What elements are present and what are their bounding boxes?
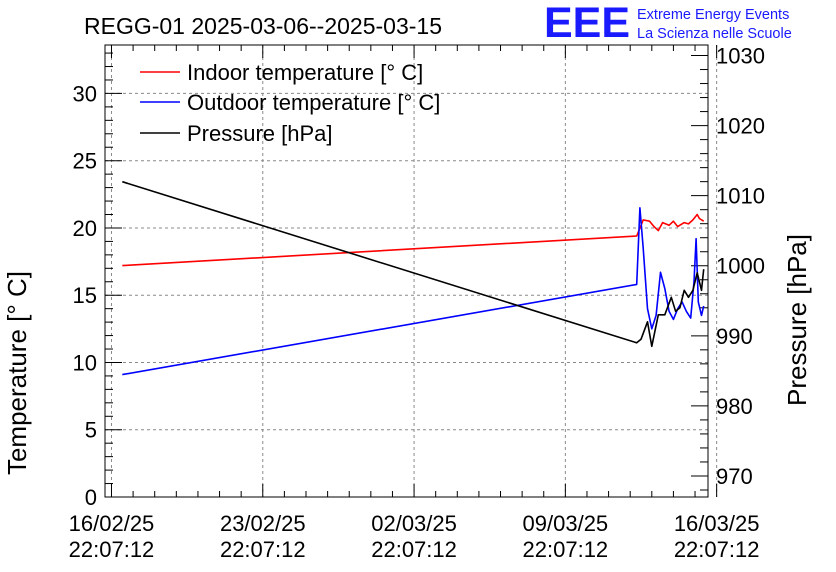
y-right-tick-label: 970	[716, 464, 753, 489]
y-right-tick-label: 980	[716, 394, 753, 419]
x-tick-label-time: 22:07:12	[523, 537, 609, 562]
y-right-tick-label: 1020	[716, 114, 765, 139]
axis-ticks: 16/02/2522:07:1223/02/2522:07:1202/03/25…	[69, 44, 765, 562]
y-right-tick-label: 1010	[716, 184, 765, 209]
outdoor-temperature-line	[122, 207, 705, 376]
x-tick-label-date: 16/03/25	[674, 511, 760, 536]
legend-label-indoor: Indoor temperature [° C]	[187, 60, 423, 85]
y-left-tick-label: 30	[73, 81, 97, 106]
legend-label-pressure: Pressure [hPa]	[187, 121, 333, 146]
legend-label-outdoor: Outdoor temperature [° C]	[187, 90, 440, 115]
eee-logo: EEE Extreme Energy Events La Scienza nel…	[544, 0, 792, 47]
series-layer	[122, 180, 705, 376]
x-tick-label-date: 02/03/25	[371, 511, 457, 536]
x-tick-label-time: 22:07:12	[674, 537, 760, 562]
grid	[105, 45, 718, 497]
y-axis-right-label: Pressure [hPa]	[782, 234, 812, 406]
legend: Indoor temperature [° C] Outdoor tempera…	[140, 60, 440, 146]
y-axis-left-label: Temperature [° C]	[2, 271, 32, 475]
eee-logo-line-1: Extreme Energy Events	[637, 7, 789, 23]
y-left-tick-label: 5	[85, 418, 97, 443]
x-tick-label-date: 16/02/25	[69, 511, 155, 536]
indoor-temperature-line	[122, 213, 705, 267]
y-right-tick-label: 1000	[716, 254, 765, 279]
y-left-tick-label: 20	[73, 216, 97, 241]
y-left-tick-label: 15	[73, 283, 97, 308]
y-right-tick-label: 1030	[716, 44, 765, 69]
eee-logo-mark: EEE	[544, 0, 630, 47]
chart-title: REGG-01 2025-03-06--2025-03-15	[84, 13, 442, 39]
y-left-tick-label: 10	[73, 350, 97, 375]
eee-logo-line-2: La Scienza nelle Scuole	[637, 26, 792, 42]
pressure-line	[122, 180, 705, 348]
x-tick-label-time: 22:07:12	[220, 537, 306, 562]
plot-frame	[104, 44, 709, 498]
x-tick-label-time: 22:07:12	[371, 537, 457, 562]
x-tick-label-time: 22:07:12	[69, 537, 155, 562]
y-left-tick-label: 0	[85, 485, 97, 510]
y-right-tick-label: 990	[716, 324, 753, 349]
y-left-tick-label: 25	[73, 149, 97, 174]
x-tick-label-date: 23/02/25	[220, 511, 306, 536]
x-tick-label-date: 09/03/25	[523, 511, 609, 536]
